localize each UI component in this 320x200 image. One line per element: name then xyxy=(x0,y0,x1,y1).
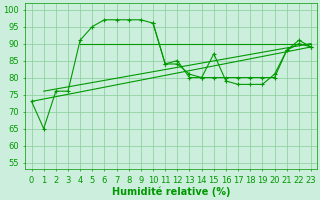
X-axis label: Humidité relative (%): Humidité relative (%) xyxy=(112,187,230,197)
